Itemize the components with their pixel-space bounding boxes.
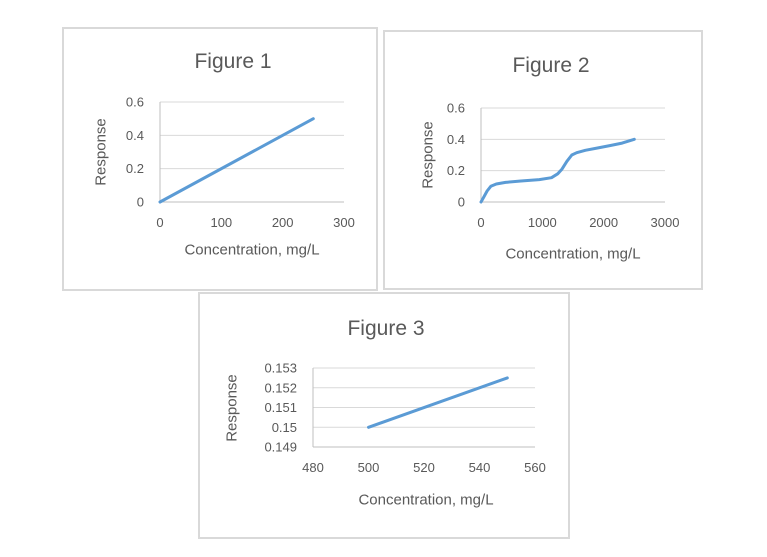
y-tick-label: 0.2 (126, 161, 144, 176)
x-tick-label: 2000 (589, 215, 618, 230)
x-tick-label: 520 (413, 460, 435, 475)
y-tick-label: 0.15 (272, 420, 297, 435)
figure-3-title: Figure 3 (347, 317, 425, 340)
figure-1-title: Figure 1 (194, 50, 272, 73)
data-series-line (158, 117, 315, 204)
figure-2-plot-area: 0 0.2 0.4 0.6 0 1000 2000 3000 (447, 101, 680, 231)
figure-1-x-axis-label: Concentration, mg/L (184, 241, 320, 259)
y-tick-label: 0 (458, 195, 465, 210)
x-tick-label: 200 (272, 215, 294, 230)
x-tick-label: 0 (156, 215, 163, 230)
x-tick-label: 1000 (528, 215, 557, 230)
figure-2-title: Figure 2 (512, 54, 590, 77)
figure-2-x-axis-label: Concentration, mg/L (505, 245, 641, 263)
y-tick-label: 0.6 (447, 101, 465, 116)
y-tick-label: 0.4 (126, 128, 144, 143)
figure-2-panel: Figure 2 Response 0 0.2 0.4 0.6 0 1000 2000 300… (383, 30, 703, 290)
x-tick-label: 3000 (651, 215, 680, 230)
y-tick-label: 0.152 (264, 380, 297, 395)
y-tick-label: 0 (137, 195, 144, 210)
figure-3-panel: Figure 3 Response 0.149 0.15 0.151 0.152 0.1… (198, 292, 570, 539)
y-tick-label: 0.2 (447, 163, 465, 178)
x-tick-label: 100 (210, 215, 232, 230)
figure-3-plot-area: 0.149 0.15 0.151 0.152 0.153 480 500 520 540 560 (264, 361, 546, 476)
y-tick-label: 0.151 (264, 400, 297, 415)
figure-3-x-axis-label: Concentration, mg/L (358, 491, 494, 509)
x-tick-label: 560 (524, 460, 546, 475)
data-series-line (367, 376, 509, 429)
x-tick-label: 540 (469, 460, 491, 475)
y-tick-label: 0.149 (264, 440, 297, 455)
x-tick-label: 500 (358, 460, 380, 475)
figure-1-panel: Figure 1 Response 0 0.2 0.4 0.6 0 100 200 300 C… (62, 27, 378, 291)
x-tick-label: 0 (477, 215, 484, 230)
y-tick-label: 0.153 (264, 361, 297, 376)
x-tick-label: 480 (302, 460, 324, 475)
data-series-line (479, 137, 636, 204)
y-tick-label: 0.4 (447, 132, 465, 147)
y-tick-label: 0.6 (126, 95, 144, 110)
x-tick-label: 300 (333, 215, 355, 230)
figure-1-plot-area: 0 0.2 0.4 0.6 0 100 200 300 (126, 95, 355, 231)
